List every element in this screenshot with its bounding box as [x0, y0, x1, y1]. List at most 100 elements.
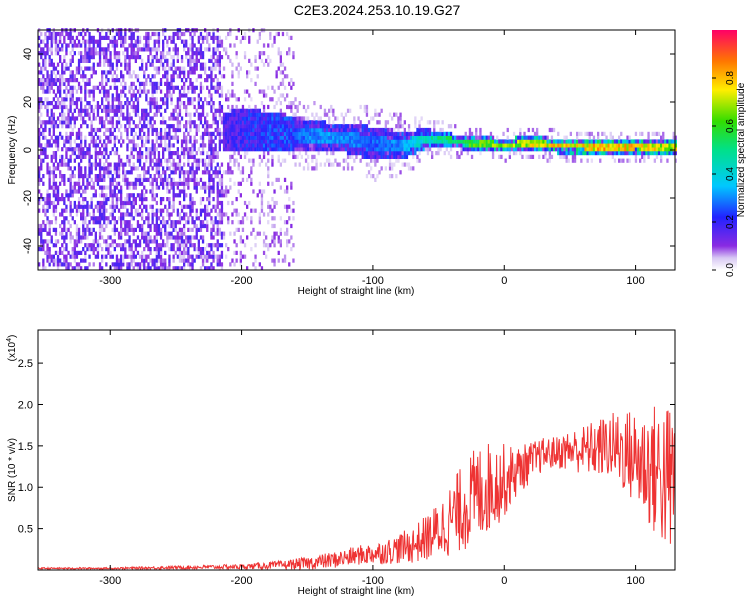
spectrogram-cell — [410, 147, 413, 152]
spectrogram-cell — [166, 85, 169, 90]
spectrogram-cell — [61, 78, 64, 83]
spectrogram-cell — [63, 39, 66, 44]
spectrogram-cell — [42, 101, 45, 106]
spectrogram-cell — [489, 143, 493, 148]
spectrogram-cell — [46, 243, 49, 248]
spectrogram-cell — [187, 227, 190, 232]
spectrogram-cell — [592, 143, 596, 148]
spectrogram-cell — [155, 112, 158, 117]
spectrogram-cell — [176, 116, 179, 121]
spectrogram-cell — [376, 120, 379, 125]
spectrogram-cell — [441, 127, 444, 133]
spectrogram-cell — [183, 66, 186, 71]
spectrogram-cell — [193, 235, 196, 240]
spectrogram-cell — [609, 135, 612, 140]
spectrogram-cell — [233, 250, 236, 255]
spectrogram-cell — [52, 243, 55, 248]
spectrogram-cell — [220, 185, 224, 190]
spectrogram-cell — [286, 116, 289, 121]
spectrogram-cell — [56, 258, 60, 263]
spectrogram-cell — [162, 243, 165, 248]
spectrogram-cell — [147, 262, 150, 267]
spectrogram-cell — [86, 101, 89, 106]
spectrogram-cell — [279, 120, 282, 125]
spectrogram-cell — [218, 62, 221, 67]
spectrogram-cell — [92, 66, 95, 71]
spectrogram-cell — [98, 139, 102, 144]
spectrogram-cell — [128, 223, 131, 229]
spectrogram-cell — [283, 139, 287, 144]
spectrogram-cell — [183, 266, 186, 271]
spectrogram-cell — [328, 139, 331, 144]
spectrogram-cell — [214, 220, 217, 225]
spectrogram-cell — [84, 189, 87, 194]
spectrogram-cell — [225, 131, 228, 136]
spectrogram-cell — [63, 181, 66, 186]
spectrogram-cell — [281, 70, 285, 75]
spectrogram-cell — [620, 139, 623, 144]
spectrogram-cell — [407, 147, 411, 152]
spectrogram-cell — [168, 216, 171, 221]
spectrogram-cell — [391, 151, 394, 156]
spectrogram-cell — [164, 177, 167, 182]
spectrogram-cell — [98, 147, 102, 152]
spectrogram-cell — [103, 151, 106, 156]
spectrogram-cell — [122, 39, 125, 44]
spectrogram-cell — [252, 158, 255, 163]
spectrogram-cell — [195, 177, 198, 182]
spectrogram-cell — [145, 78, 148, 83]
spectrogram-cell — [159, 55, 163, 60]
spectrogram-cell — [111, 97, 114, 102]
spectrogram-cell — [143, 239, 146, 244]
spectrogram-cell — [159, 135, 163, 140]
spectrogram-cell — [212, 85, 215, 90]
spectrogram-cell — [71, 112, 74, 117]
spectrogram-cell — [67, 31, 70, 37]
spectrogram-cell — [250, 97, 253, 102]
spectrogram-cell — [75, 131, 79, 136]
spectrogram-cell — [96, 51, 100, 56]
spectrogram-cell — [117, 189, 121, 194]
spectrogram-cell — [59, 81, 62, 86]
spectrogram-cell — [365, 174, 369, 179]
spectrogram-cell — [48, 101, 51, 106]
spectrogram-cell — [243, 35, 247, 40]
spectrogram-cell — [477, 143, 480, 148]
spectrogram-cell — [113, 47, 116, 52]
spectrogram-cell — [172, 208, 175, 213]
spectrogram-cell — [199, 35, 203, 40]
spectrogram-cell — [101, 151, 104, 156]
spectrogram-cell — [65, 62, 68, 67]
spectrogram-cell — [254, 112, 257, 117]
spectrogram-cell — [273, 120, 276, 125]
spectrogram-cell — [103, 93, 106, 98]
spectrogram-cell — [65, 193, 68, 198]
spectrogram-cell — [405, 151, 409, 156]
spectrogram-cell — [214, 66, 217, 71]
spectrogram-cell — [164, 127, 167, 133]
spectrogram-cell — [176, 35, 179, 40]
spectrogram-cell — [176, 185, 179, 190]
spectrogram-cell — [231, 89, 234, 94]
spectrogram-cell — [168, 231, 171, 236]
spectrogram-cell — [210, 185, 213, 190]
spectrogram-cell — [159, 247, 163, 252]
spectrogram-cell — [231, 124, 234, 129]
spectrogram-cell — [246, 135, 249, 140]
spectrogram-cell — [122, 85, 125, 90]
spectrogram-cell — [357, 151, 360, 156]
spectrogram-cell — [620, 143, 623, 148]
spectrogram-cell — [141, 189, 144, 194]
spectrogram-cell — [250, 166, 253, 171]
spectrogram-cell — [52, 124, 55, 129]
spectrogram-cell — [48, 81, 51, 86]
spectrogram-cell — [80, 250, 83, 255]
spectrogram-cell — [357, 116, 360, 121]
spectrogram-cell — [639, 158, 642, 163]
spectrogram-cell — [132, 185, 135, 190]
spectrogram-cell — [189, 101, 192, 106]
spectrogram-cell — [290, 139, 293, 144]
spectrogram-cell — [321, 127, 324, 133]
spectrogram-cell — [92, 116, 95, 121]
spectrogram-cell — [155, 39, 158, 44]
